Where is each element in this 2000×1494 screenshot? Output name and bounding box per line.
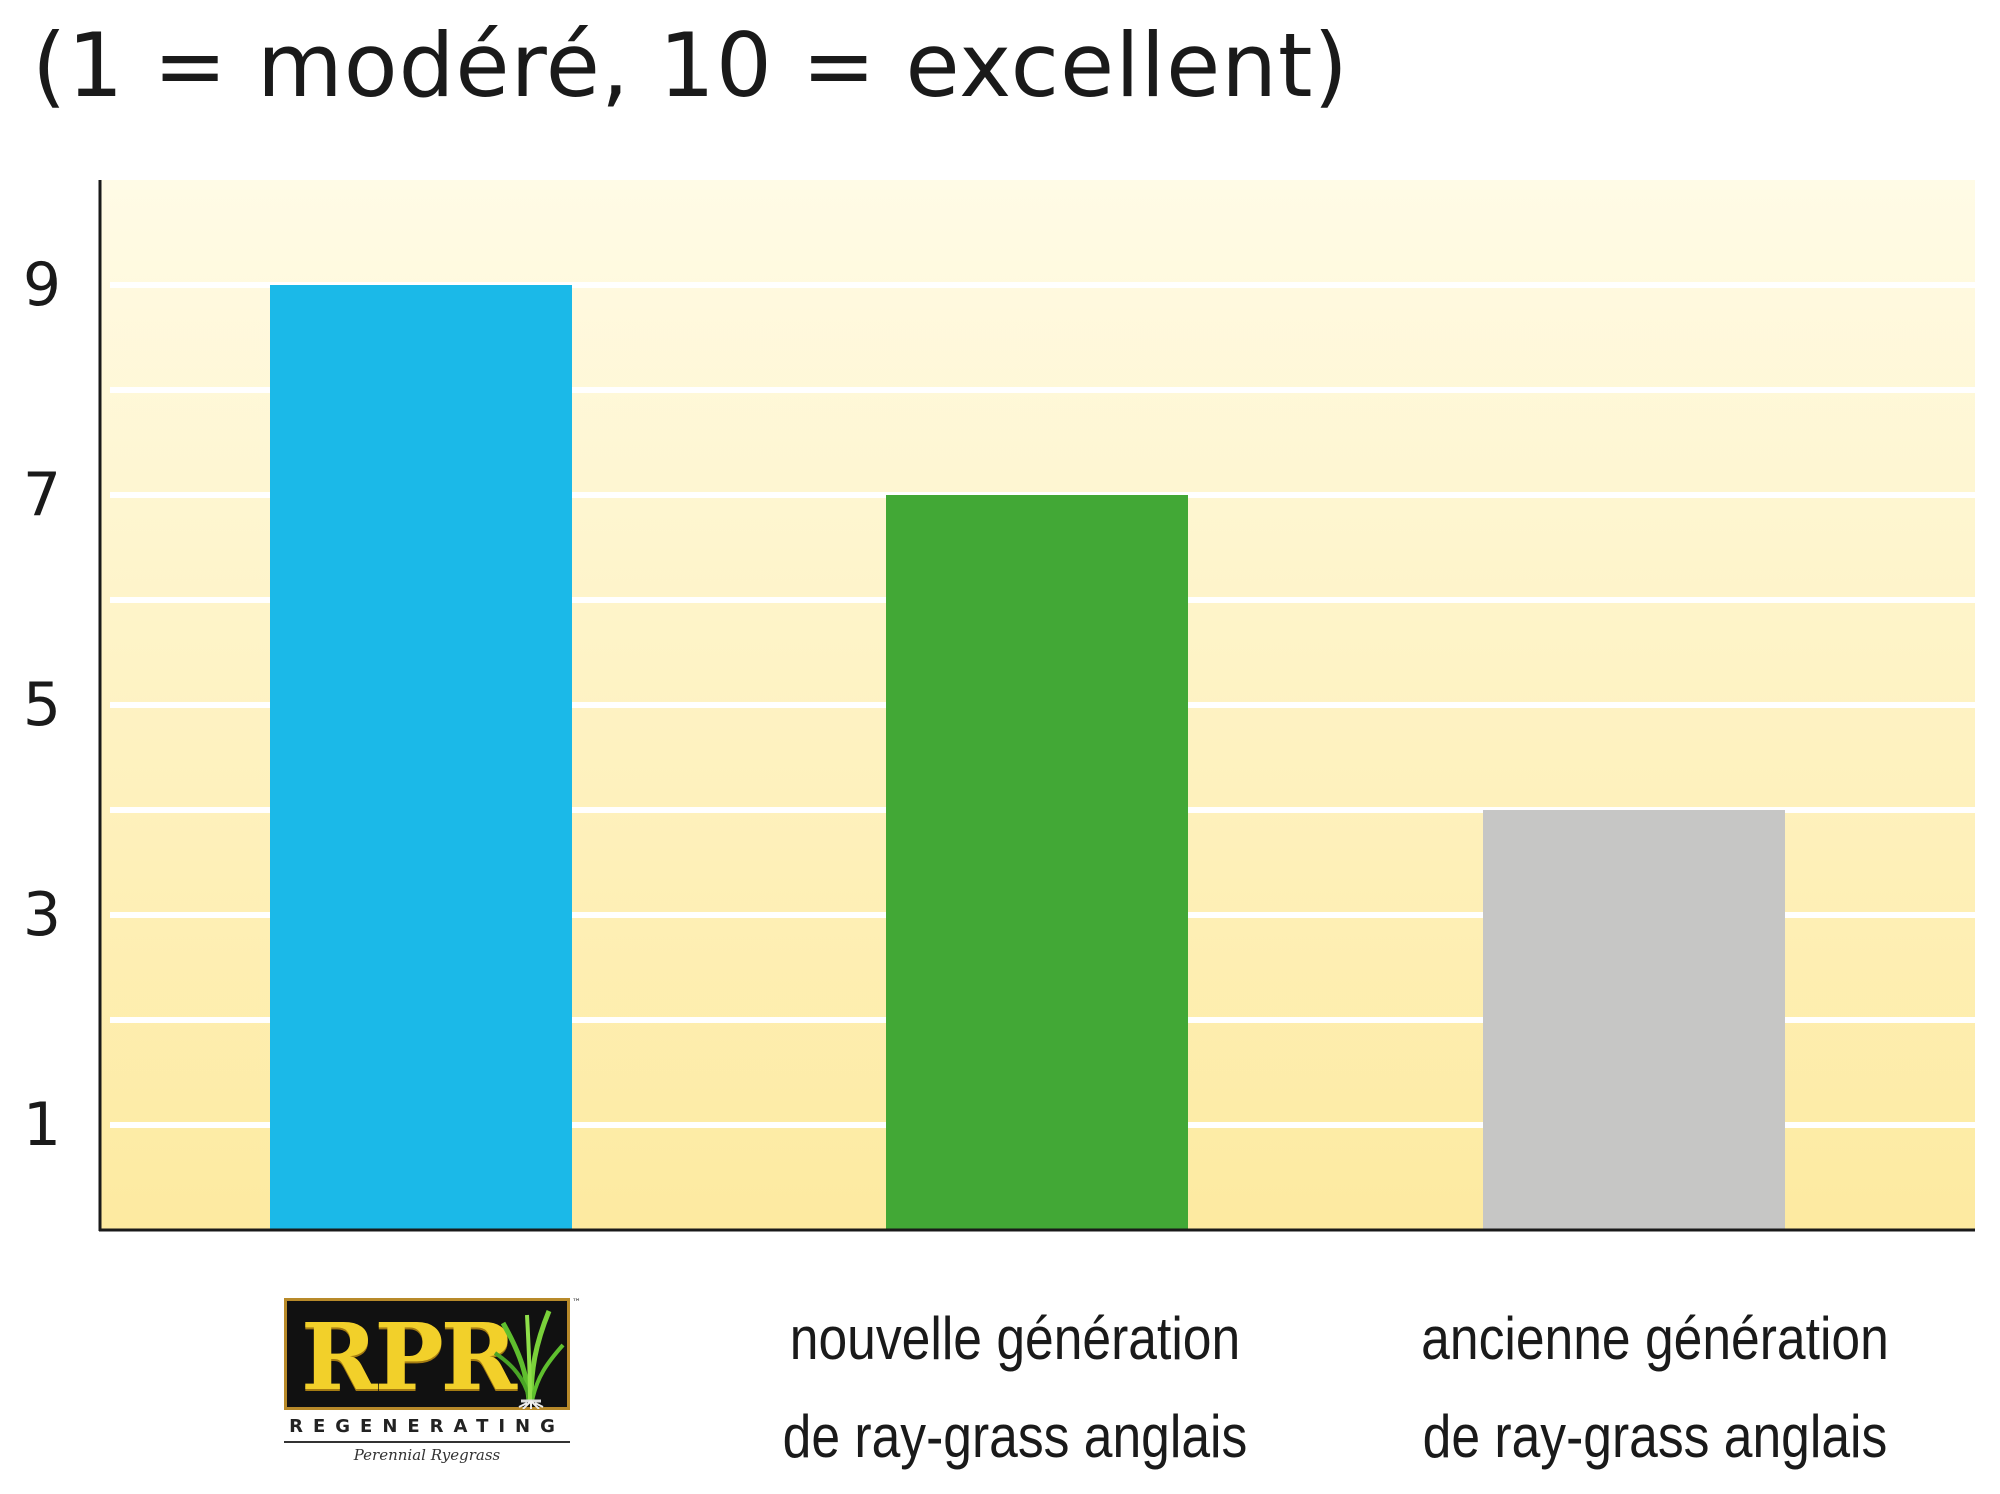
bars bbox=[270, 285, 1785, 1230]
y-tick-labels: 1 3 5 7 9 bbox=[23, 250, 61, 1160]
grass-tuft-icon bbox=[493, 1310, 565, 1409]
rpr-logo: RPR REGENERATING Perennial Ryegrass ™ bbox=[284, 1298, 581, 1466]
bar-2 bbox=[886, 495, 1188, 1230]
rpr-logo-wordmark: REGENERATING bbox=[289, 1416, 565, 1437]
chart-title: (1 = modéré, 10 = excellent) bbox=[32, 14, 1349, 117]
rpr-logo-badge: RPR bbox=[284, 1298, 570, 1410]
category-label-new-generation: nouvelle génération de ray-grass anglais bbox=[748, 1290, 1281, 1486]
y-tick-label: 3 bbox=[23, 880, 61, 950]
y-tick-label: 9 bbox=[23, 250, 61, 320]
rpr-logo-subtitle: Perennial Ryegrass bbox=[353, 1446, 501, 1464]
rpr-logo-letters: RPR bbox=[301, 1303, 517, 1411]
bar-1 bbox=[270, 285, 572, 1230]
category-label-old-generation: ancienne génération de ray-grass anglais bbox=[1388, 1290, 1921, 1486]
rpr-logo-divider bbox=[284, 1441, 570, 1443]
category-label-line: ancienne génération bbox=[1421, 1305, 1889, 1372]
y-tick-label: 7 bbox=[23, 460, 61, 530]
axes bbox=[98, 180, 1975, 1232]
y-tick-label: 5 bbox=[23, 670, 61, 740]
trademark-symbol: ™ bbox=[572, 1298, 581, 1308]
y-tick-label: 1 bbox=[23, 1090, 61, 1160]
category-label-line: de ray-grass anglais bbox=[1422, 1403, 1888, 1470]
bar-3 bbox=[1483, 810, 1785, 1230]
category-label-line: de ray-grass anglais bbox=[782, 1403, 1248, 1470]
category-label-line: nouvelle génération bbox=[789, 1305, 1241, 1372]
